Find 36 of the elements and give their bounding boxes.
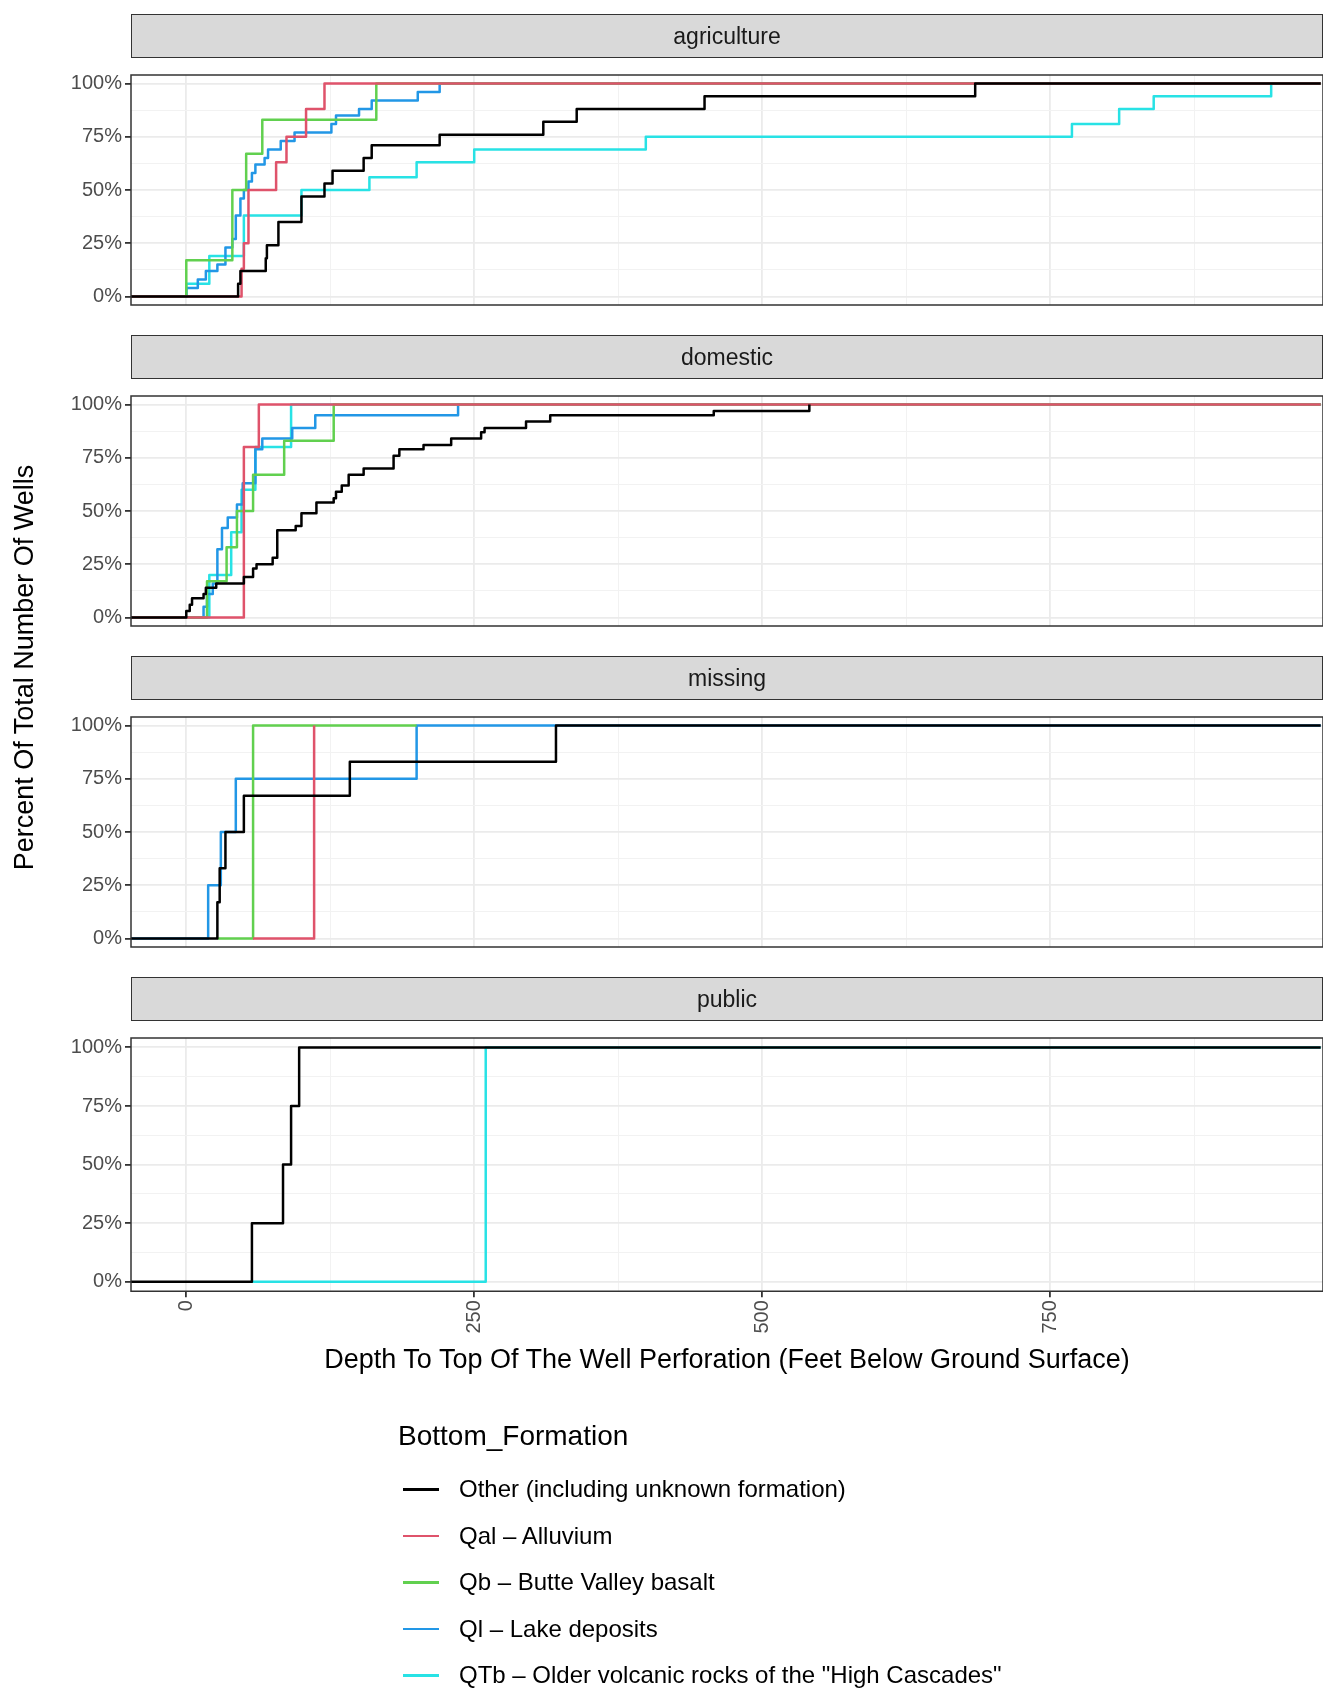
- x-tick-label: 0: [173, 1300, 196, 1312]
- legend-title: Bottom_Formation: [398, 1420, 630, 1453]
- y-tick-label: 100%: [70, 71, 123, 94]
- legend-label: Qb – Butte Valley basalt: [459, 1568, 715, 1597]
- y-tick-label: 25%: [81, 1210, 123, 1233]
- y-tick-label: 25%: [81, 230, 123, 253]
- legend-label: Other (including unknown formation): [459, 1475, 846, 1504]
- legend-label: QTb – Older volcanic rocks of the "High Cascades": [459, 1661, 1002, 1690]
- y-tick-label: 25%: [81, 551, 123, 574]
- y-tick-label: 0%: [93, 1269, 123, 1292]
- y-tick-label: 100%: [70, 1034, 123, 1057]
- y-tick-label: 75%: [81, 445, 123, 468]
- chart-title: agriculture: [131, 14, 1323, 58]
- chart-title: missing: [131, 656, 1323, 700]
- y-tick-label: 0%: [93, 605, 123, 627]
- legend-label: Ql – Lake deposits: [459, 1614, 658, 1643]
- y-tick-label: 0%: [93, 284, 123, 306]
- chart-title: domestic: [131, 335, 1323, 379]
- y-tick-label: 75%: [81, 124, 123, 147]
- legend-label: Qal – Alluvium: [459, 1521, 613, 1550]
- x-axis-title: Depth To Top Of The Well Perforation (Feet Below Ground Surface): [324, 1344, 1130, 1375]
- x-tick-label: 250: [461, 1300, 484, 1334]
- x-tick-label: 500: [749, 1300, 772, 1334]
- y-axis-title: Percent Of Total Number Of Wells: [8, 463, 40, 873]
- x-tick-label: 750: [1037, 1300, 1060, 1334]
- y-tick-label: 50%: [81, 498, 123, 521]
- y-tick-label: 75%: [81, 766, 123, 789]
- y-tick-label: 0%: [93, 926, 123, 948]
- chart-title: public: [131, 977, 1323, 1021]
- y-tick-label: 50%: [81, 177, 123, 200]
- y-tick-label: 50%: [81, 819, 123, 842]
- y-tick-label: 75%: [81, 1093, 123, 1116]
- y-tick-label: 100%: [70, 392, 123, 415]
- y-tick-label: 100%: [70, 713, 123, 736]
- y-tick-label: 25%: [81, 872, 123, 895]
- y-tick-label: 50%: [81, 1152, 123, 1175]
